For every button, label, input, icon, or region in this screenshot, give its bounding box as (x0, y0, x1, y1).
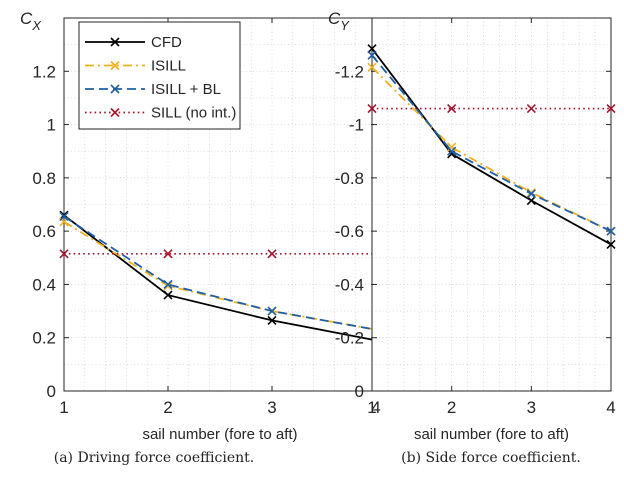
data-point (367, 50, 377, 60)
axes-box (371, 17, 612, 392)
data-point (606, 239, 616, 250)
y-tick-label: -0.8 (335, 169, 364, 188)
minor-grid (64, 18, 376, 391)
data-point (59, 249, 69, 259)
legend-label: SILL (no int.) (151, 105, 236, 122)
data-point (163, 281, 173, 291)
data-point (367, 62, 377, 72)
y-tick-label: 0.4 (32, 275, 56, 294)
y-tick-label: 0 (355, 382, 364, 401)
data-point (367, 104, 377, 114)
x-tick-label: 3 (527, 398, 536, 417)
series-sill-no-int (367, 104, 616, 114)
x-tick-label: 1 (59, 398, 68, 417)
data-point (447, 142, 457, 152)
x-tick-label: 4 (606, 398, 615, 417)
data-point (267, 249, 277, 259)
data-point (163, 249, 173, 259)
data-point (267, 306, 277, 316)
data-point (163, 279, 173, 289)
y-tick-label: 0 (47, 382, 56, 401)
data-point (606, 226, 616, 236)
y-tick-label: 0.6 (32, 222, 56, 241)
data-point (267, 315, 277, 325)
y-tick-label: -1.2 (335, 62, 364, 81)
y-tick-label: 0.8 (32, 169, 56, 188)
legend-label: ISILL (151, 58, 186, 75)
data-point (59, 211, 69, 222)
data-point (447, 104, 457, 114)
data-point (526, 104, 536, 114)
series-line (63, 214, 377, 342)
series-line (371, 54, 612, 232)
y-tick-label: 1 (47, 116, 56, 135)
minor-grid (372, 18, 611, 391)
y-tick-label: -1 (349, 116, 364, 135)
data-point (367, 44, 377, 54)
y-tick-label: -0.2 (335, 329, 364, 348)
legend-marker (110, 60, 120, 71)
series-line (63, 215, 377, 331)
legend-label: CFD (151, 34, 182, 51)
legend-box (78, 21, 241, 130)
data-point (526, 189, 536, 199)
legend-marker (110, 37, 120, 47)
legend-marker (110, 107, 120, 118)
series-line (63, 221, 377, 331)
x-tick-label: 1 (367, 398, 376, 417)
y-tick-label: -0.6 (335, 222, 364, 241)
y-axis-label: CY (328, 9, 350, 33)
legend: CFD ISILL ISILL + BL SILL (no int.) (78, 21, 241, 130)
chart-a: 0 0.2 0.4 0.6 0.8 1 1.2 1 2 3 4 sail number (fore t… (20, 9, 381, 466)
legend-label: ISILL + BL (151, 81, 221, 98)
data-point (447, 146, 457, 156)
x-tick-label: 3 (267, 398, 276, 417)
figure-caption: (b) Side force coefficient. (401, 450, 581, 466)
series-line (371, 48, 612, 246)
y-axis-label: CX (20, 9, 42, 33)
x-tick-label: 2 (447, 398, 456, 417)
x-tick-label: 4 (371, 398, 380, 417)
x-tick-label: 2 (163, 398, 172, 417)
data-point (526, 195, 536, 206)
x-axis-label: sail number (fore to aft) (414, 426, 569, 443)
chart-b: 0 -0.2 -0.4 -0.6 -0.8 -1 -1.2 1 2 3 4 sail number (… (328, 9, 616, 466)
y-tick-label: -0.4 (335, 275, 364, 294)
y-tick-label: 1.2 (32, 62, 56, 81)
series-isill-bl (367, 50, 616, 236)
series-cfd (367, 44, 616, 250)
data-point (163, 290, 173, 300)
x-axis-label: sail number (fore to aft) (142, 426, 297, 443)
y-tick-label: 0.2 (32, 329, 56, 348)
figure-caption: (a) Driving force coefficient. (54, 450, 254, 466)
data-point (447, 149, 457, 159)
legend-marker (110, 84, 120, 94)
data-point (606, 104, 616, 114)
